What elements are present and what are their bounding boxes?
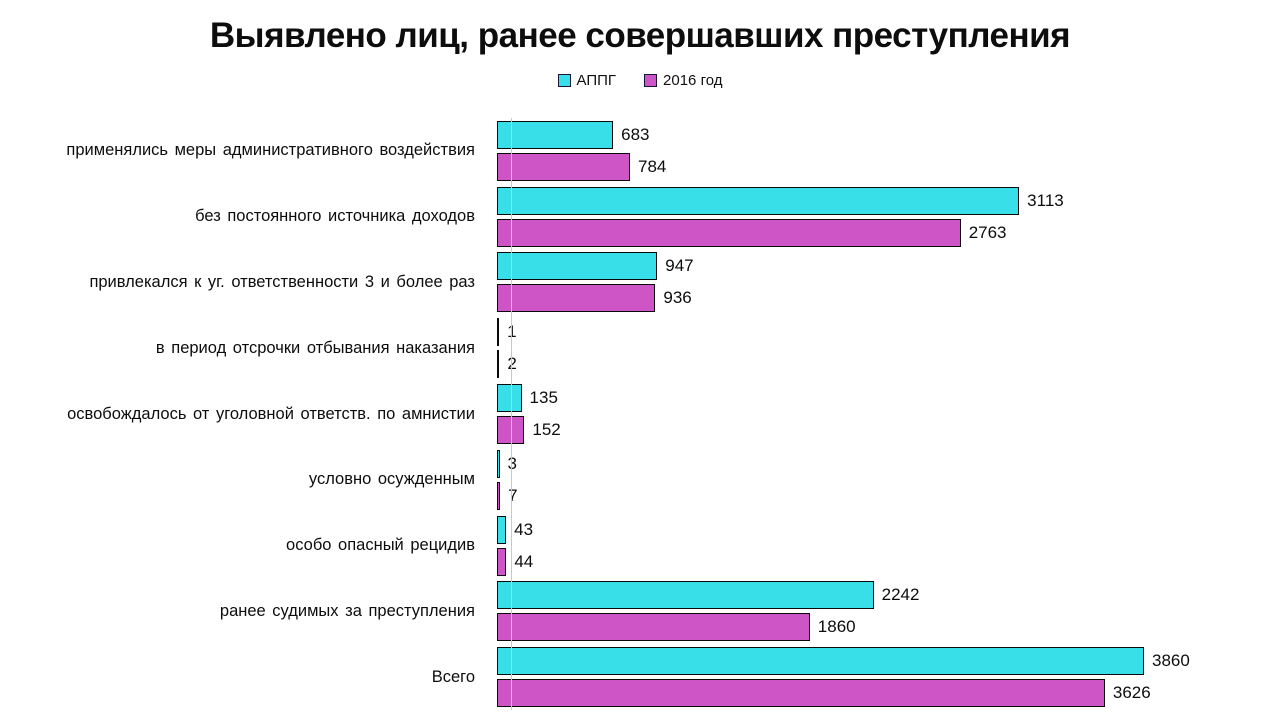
bar-line: 936 [497,284,1280,313]
category-bars: 135 152 [497,381,1280,447]
chart-row: особо опасный рецидив 43 44 [0,513,1280,579]
bar-line: 152 [497,416,1280,445]
bar-appg [497,515,507,544]
bar-line: 43 [497,515,1280,544]
category-bars: 683 784 [497,118,1280,184]
bar-line: 784 [497,152,1280,181]
bar-line: 947 [497,252,1280,281]
legend-item-appg: АППГ [557,72,617,89]
bar-line: 2242 [497,581,1280,610]
chart-rows: применялись меры административного возде… [0,118,1280,710]
category-label: привлекался к уг. ответственности 3 и бо… [89,272,475,291]
value-label: 7 [508,485,518,505]
bar-2016 [497,416,525,445]
bar-2016 [497,350,500,379]
bar-appg [497,384,522,413]
category-label: применялись меры административного возде… [66,141,475,160]
category-label: Всего [431,667,475,686]
value-label: 43 [514,519,534,539]
bar-line: 3860 [497,647,1280,676]
bar-line: 7 [497,481,1280,510]
value-label: 3 [507,453,517,473]
category-label: освобождалось от уголовной ответств. по … [67,404,475,423]
bar-appg [497,647,1144,676]
value-label: 3626 [1112,683,1151,703]
category-label: в период отсрочки отбывания наказания [155,338,475,357]
bar-line: 1860 [497,613,1280,642]
bar-2016 [497,613,810,642]
bar-line: 1 [497,318,1280,347]
bar-2016 [497,152,630,181]
category-bars: 2242 1860 [497,578,1280,644]
chart-row: привлекался к уг. ответственности 3 и бо… [0,250,1280,316]
legend-swatch-2016 [644,74,658,87]
value-label: 947 [665,256,694,276]
bar-line: 2763 [497,218,1280,247]
value-label: 936 [663,288,692,308]
category-label: без постоянного источника доходов [195,207,475,226]
value-label: 2763 [968,222,1007,242]
chart-title: Выявлено лиц, ранее совершавших преступл… [209,16,1071,55]
value-label: 3113 [1027,190,1064,210]
value-label: 135 [529,388,558,408]
bar-line: 2 [497,350,1280,379]
chart-row: в период отсрочки отбывания наказания12 [0,315,1280,381]
legend-label-appg: АППГ [576,72,617,89]
chart-row: без постоянного источника доходов 3113 276… [0,184,1280,250]
category-bars: 3860 3626 [497,644,1280,710]
value-label: 2242 [881,585,920,605]
bar-appg [497,581,874,610]
chart-row: ранее судимых за преступления 2242 1860 [0,578,1280,644]
value-label: 784 [638,156,667,176]
legend-swatch-appg [557,74,571,87]
category-bars: 43 44 [497,513,1280,579]
category-bars: 3113 2763 [497,184,1280,250]
bar-line: 44 [497,547,1280,576]
value-label: 3860 [1152,651,1190,671]
value-label: 44 [514,551,534,571]
chart-row: Всего 3860 3626 [0,644,1280,710]
legend-label-2016: 2016 год [663,72,723,89]
category-label: условно осужденным [308,470,475,489]
bar-2016 [497,547,507,576]
bar-line: 3113 [497,186,1280,215]
bar-appg [497,318,500,347]
value-label: 2 [507,354,517,374]
value-label: 1860 [817,617,856,637]
category-bars: 12 [497,315,1280,381]
bar-appg [497,186,1020,215]
bar-appg [497,120,614,149]
bar-appg [497,449,500,478]
category-label: ранее судимых за преступления [219,601,475,620]
bar-2016 [497,481,501,510]
legend: АППГ 2016 год [0,72,1280,89]
chart-row: применялись меры административного возде… [0,118,1280,184]
chart-row: условно осужденным 3 7 [0,447,1280,513]
bar-line: 3 [497,449,1280,478]
bar-2016 [497,284,656,313]
value-label: 683 [621,124,650,144]
bar-chart: применялись меры административного возде… [0,118,1280,710]
bar-line: 135 [497,384,1280,413]
bar-appg [497,252,658,281]
bar-line: 3626 [497,679,1280,708]
value-label: 152 [532,420,561,440]
bar-2016 [497,679,1105,708]
chart-row: освобождалось от уголовной ответств. по … [0,381,1280,447]
y-axis-line [511,118,512,710]
legend-item-2016: 2016 год [644,72,722,89]
bar-line: 683 [497,120,1280,149]
category-bars: 947 936 [497,250,1280,316]
category-label: особо опасный рецидив [286,536,475,555]
bar-2016 [497,218,961,247]
